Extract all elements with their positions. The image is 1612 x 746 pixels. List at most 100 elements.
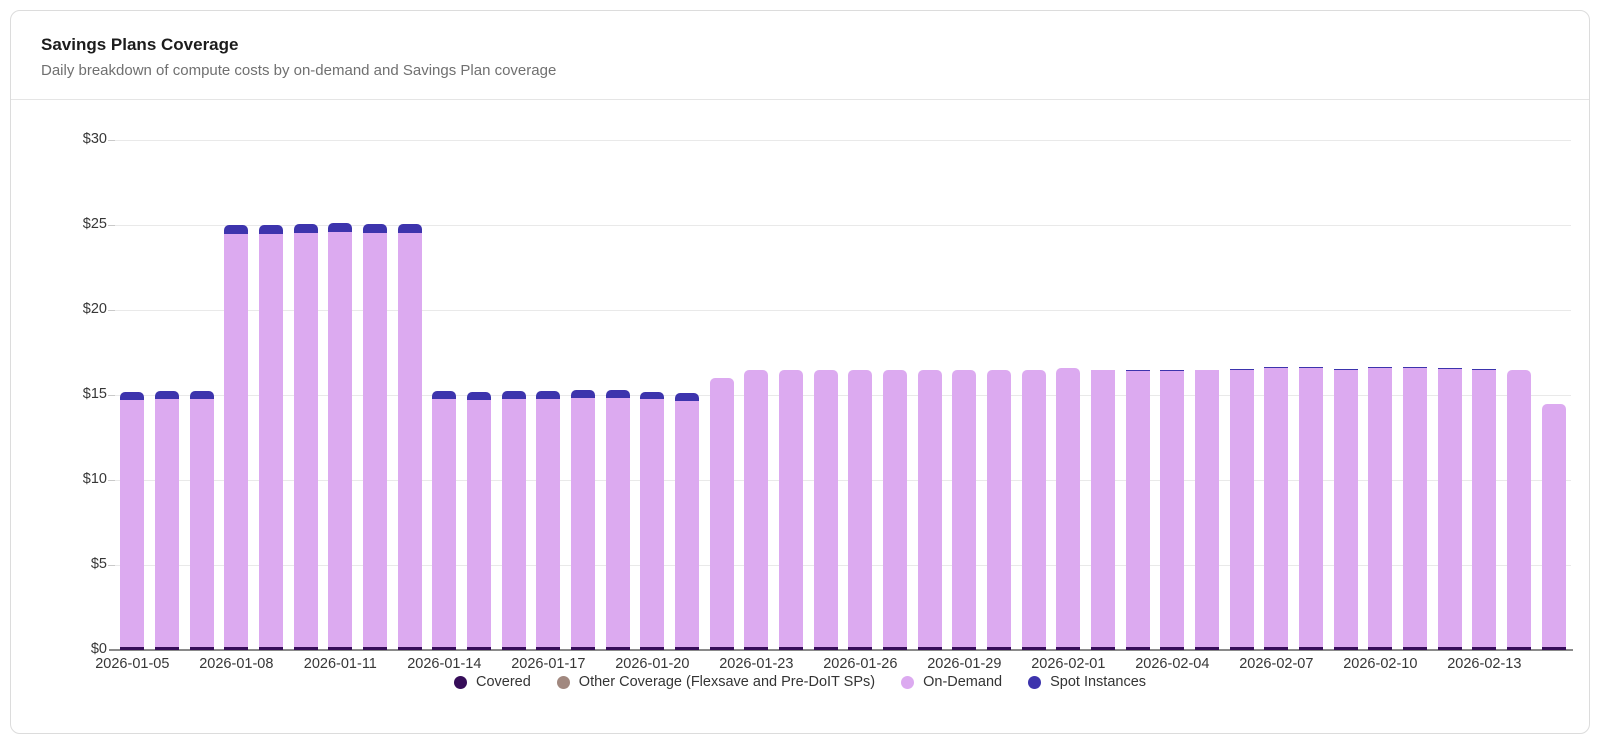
x-axis-label: 2026-02-10 [1343,656,1418,672]
bar-segment-covered [1333,647,1358,650]
bar-segment-covered [640,647,665,650]
bar-segment-on-demand [848,369,873,648]
x-axis-label: 2026-02-01 [1031,656,1106,672]
bar-2026-02-05[interactable] [1195,369,1219,650]
x-axis-label: 2026-02-07 [1239,656,1314,672]
bar-segment-on-demand [397,232,422,648]
legend-label: Spot Instances [1050,674,1147,690]
bar-2026-01-06[interactable] [155,390,179,650]
bar-2026-01-10[interactable] [293,224,318,650]
bar-2026-01-20[interactable] [640,391,665,650]
bar-2026-02-02[interactable] [1091,369,1115,650]
bar-2026-01-30[interactable] [987,369,1011,650]
bar-segment-covered [1299,647,1323,650]
bar-segment-spot-instances [1264,366,1289,368]
bar-segment-spot-instances [1299,366,1323,368]
bar-2026-02-12[interactable] [1437,367,1462,650]
bar-segment-on-demand [1229,369,1254,648]
legend-item-on-demand[interactable]: On-Demand [901,674,1002,690]
bar-2026-02-14[interactable] [1507,369,1531,650]
bar-segment-covered [1368,647,1393,650]
bar-segment-on-demand [1021,369,1046,648]
bar-segment-spot-instances [1125,370,1150,372]
bar-2026-01-24[interactable] [779,369,803,650]
bar-2026-01-19[interactable] [605,389,630,650]
bar-2026-02-01[interactable] [1056,367,1081,650]
legend-label: Covered [475,674,531,690]
bar-2026-01-31[interactable] [1021,369,1046,650]
bar-2026-02-08[interactable] [1299,366,1323,650]
bar-2026-02-09[interactable] [1333,368,1358,650]
bar-2026-02-13[interactable] [1472,368,1497,650]
bar-2026-02-04[interactable] [1160,370,1185,650]
bar-2026-01-11[interactable] [328,223,353,650]
bar-segment-covered [501,647,526,650]
bar-segment-covered [1229,647,1254,650]
bar-segment-on-demand [605,398,630,648]
bar-2026-01-28[interactable] [917,369,942,650]
bar-2026-02-10[interactable] [1368,366,1393,650]
x-axis-line [109,649,1573,651]
y-axis-label: $5 [90,556,107,572]
bar-2026-02-11[interactable] [1403,366,1427,650]
x-axis-label: 2026-01-11 [303,656,377,672]
y-axis-label: $10 [82,471,107,487]
bar-2026-01-07[interactable] [189,390,214,650]
bar-segment-on-demand [813,369,838,648]
bar-2026-01-12[interactable] [363,224,387,650]
bar-2026-01-08[interactable] [224,225,249,650]
bar-2026-01-09[interactable] [259,225,283,650]
bar-segment-covered [779,647,803,650]
bar-2026-01-13[interactable] [397,224,422,650]
bar-segment-covered [397,647,422,650]
bar-segment-on-demand [675,400,699,648]
bar-2026-01-26[interactable] [848,369,873,650]
bar-2026-02-07[interactable] [1264,366,1289,650]
legend-item-other-coverage-flexsave-and-pre-doit-sps[interactable]: Other Coverage (Flexsave and Pre-DoIT SP… [556,674,876,690]
x-axis-label: 2026-01-26 [823,656,898,672]
bar-2026-01-29[interactable] [952,369,977,650]
bar-2026-01-14[interactable] [432,390,457,650]
legend-label: Other Coverage (Flexsave and Pre-DoIT SP… [578,674,876,690]
bar-segment-spot-instances [155,390,179,400]
bar-2026-01-25[interactable] [813,369,838,650]
bar-2026-01-18[interactable] [571,389,595,650]
bar-segment-covered [120,647,145,650]
bar-2026-01-22[interactable] [709,378,734,650]
bar-segment-covered [328,647,353,650]
bar-2026-01-21[interactable] [675,393,699,650]
bar-2026-01-17[interactable] [536,390,561,650]
y-axis-tick [108,565,115,566]
bar-segment-spot-instances [1368,366,1393,368]
legend-item-covered[interactable]: Covered [453,674,531,690]
bar-segment-spot-instances [293,224,318,233]
bar-segment-covered [1541,647,1566,650]
bar-2026-01-15[interactable] [467,391,491,650]
bar-segment-covered [1195,647,1219,650]
bar-2026-01-05[interactable] [120,391,145,650]
gridline [108,225,1571,226]
bar-segment-spot-instances [605,389,630,399]
bar-segment-spot-instances [501,390,526,400]
bar-segment-covered [813,647,838,650]
bar-segment-on-demand [744,369,769,648]
bar-segment-on-demand [432,399,457,648]
bar-2026-02-06[interactable] [1229,368,1254,650]
bar-2026-02-03[interactable] [1125,370,1150,650]
savings-plans-coverage-card: Savings Plans Coverage Daily breakdown o… [10,10,1590,734]
y-axis-label: $25 [82,216,107,232]
bar-segment-covered [952,647,977,650]
bar-segment-spot-instances [189,390,214,400]
gridline [108,140,1571,141]
bar-segment-on-demand [328,231,353,648]
bar-segment-on-demand [501,399,526,648]
legend-item-spot-instances[interactable]: Spot Instances [1028,674,1146,690]
bar-2026-01-27[interactable] [883,369,907,650]
bar-segment-spot-instances [224,225,249,234]
bar-2026-01-23[interactable] [744,369,769,650]
bar-2026-01-16[interactable] [501,390,526,650]
bar-segment-on-demand [883,369,907,648]
card-subtitle: Daily breakdown of compute costs by on-d… [41,62,557,80]
bar-2026-02-15[interactable] [1541,404,1566,650]
bar-segment-covered [1125,647,1150,650]
